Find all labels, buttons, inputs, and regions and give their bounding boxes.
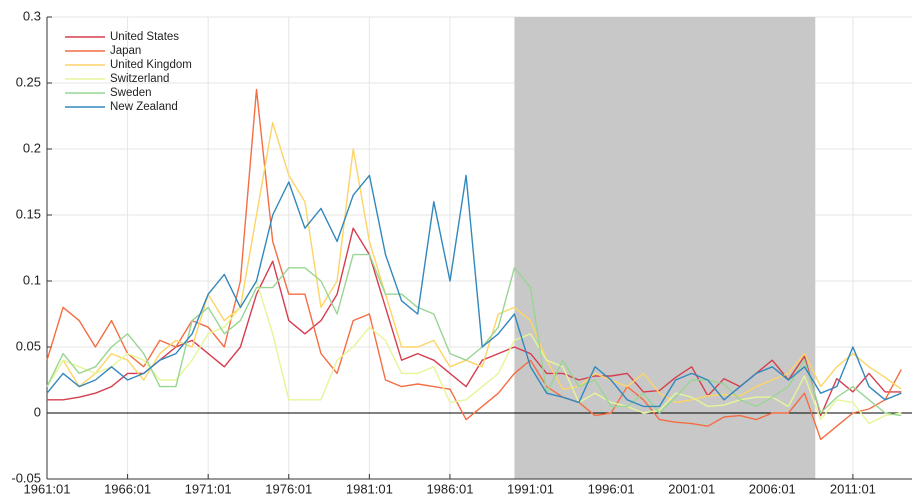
y-tick-label: 0.15 <box>16 206 41 221</box>
x-tick-label: 1996:01 <box>588 481 635 496</box>
x-tick-label: 2006:01 <box>749 481 796 496</box>
y-tick-label: 0.05 <box>16 338 41 353</box>
series-line <box>47 227 902 417</box>
x-tick-label: 1976:01 <box>265 481 312 496</box>
legend: United States Japan United Kingdom Switzerl… <box>65 31 192 113</box>
x-tick-label: 1986:01 <box>426 481 473 496</box>
y-tick-label: 0.1 <box>23 272 41 287</box>
series-line <box>46 253 902 417</box>
x-tick-label: 2001:01 <box>668 481 715 496</box>
series-line <box>46 174 902 408</box>
legend-label: New Zealand <box>110 101 178 113</box>
y-tick-label: -0.05 <box>11 470 41 485</box>
x-tick-label: 1971:01 <box>185 481 232 496</box>
y-tick-label: 0 <box>34 404 41 419</box>
y-tick-label: 0.2 <box>23 140 41 155</box>
legend-label: Japan <box>110 45 141 57</box>
series-line <box>46 121 902 404</box>
series-line <box>46 88 902 441</box>
y-tick-label: 0.25 <box>16 74 41 89</box>
legend-label: United Kingdom <box>110 59 192 71</box>
legend-label: United States <box>110 31 179 43</box>
shaded-period <box>514 17 816 479</box>
x-tick-label: 1981:01 <box>346 481 393 496</box>
legend-label: Sweden <box>110 87 152 99</box>
y-tick-label: 0.3 <box>23 8 41 23</box>
series-line <box>46 280 902 425</box>
x-tick-label: 2011:01 <box>830 481 876 496</box>
x-tick-label: 1966:01 <box>104 481 151 496</box>
legend-label: Switzerland <box>110 73 169 85</box>
x-tick-label: 1991:01 <box>507 481 554 496</box>
x-tick-label: 1961:01 <box>24 481 71 496</box>
